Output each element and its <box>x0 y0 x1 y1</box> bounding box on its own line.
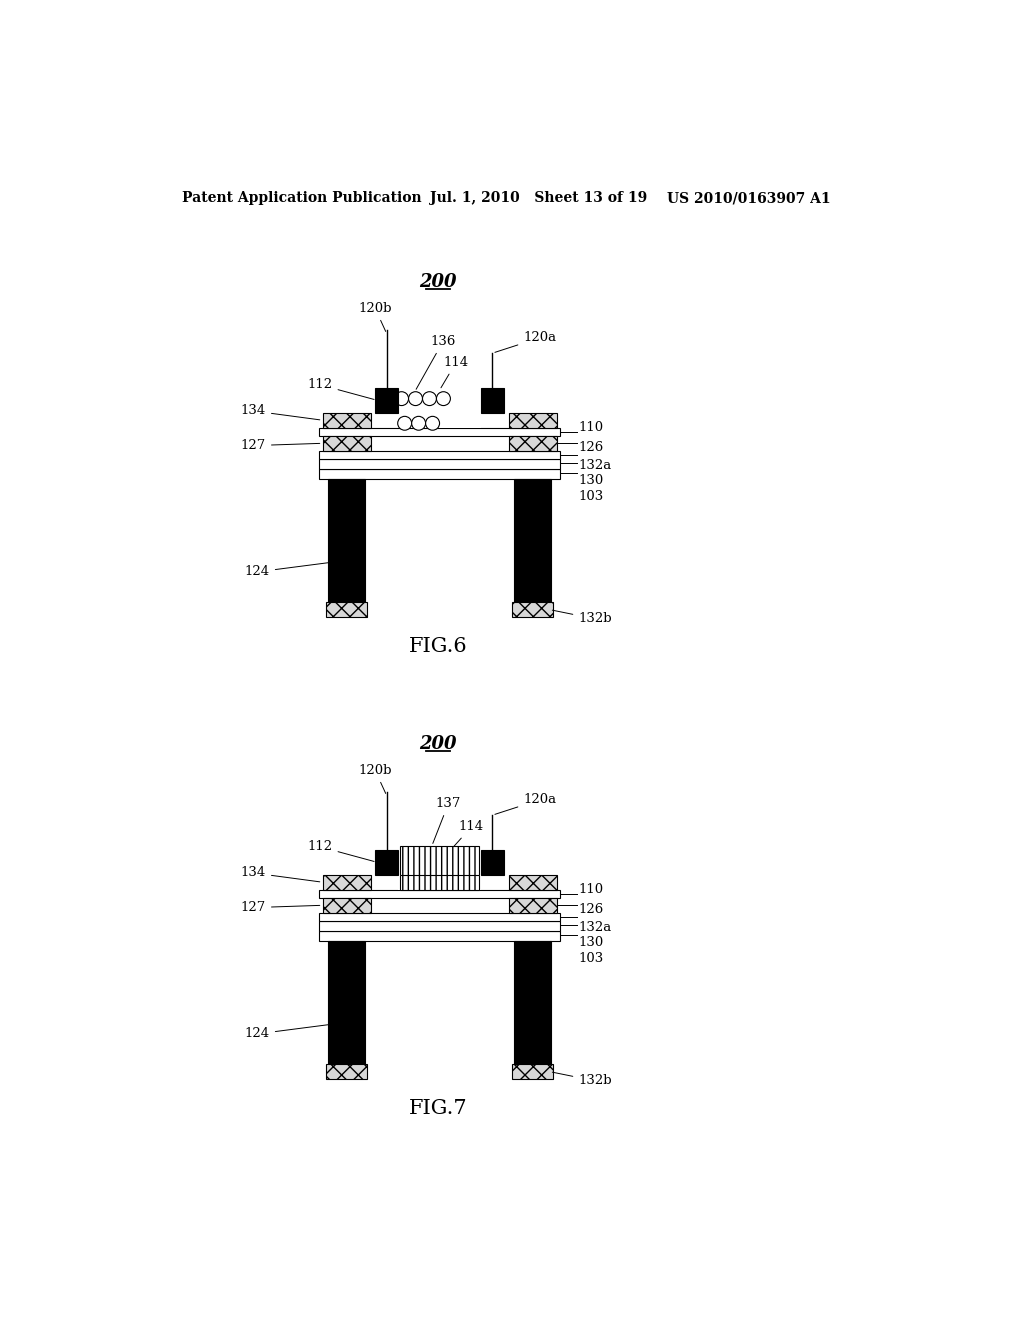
Text: 124: 124 <box>245 1023 344 1040</box>
Text: 114: 114 <box>441 356 469 388</box>
Text: 120a: 120a <box>495 793 556 814</box>
Text: 134: 134 <box>241 866 319 882</box>
Bar <box>318 459 560 469</box>
Bar <box>480 388 504 413</box>
Text: 132b: 132b <box>552 1072 612 1088</box>
Circle shape <box>436 392 451 405</box>
Circle shape <box>397 416 412 430</box>
Bar <box>514 941 551 1064</box>
Text: 120a: 120a <box>495 331 556 352</box>
Bar <box>323 412 371 428</box>
Text: 126: 126 <box>579 441 603 454</box>
Text: 126: 126 <box>579 903 603 916</box>
Text: Jul. 1, 2010   Sheet 13 of 19: Jul. 1, 2010 Sheet 13 of 19 <box>430 191 647 206</box>
Bar <box>318 451 560 459</box>
Bar <box>375 850 398 874</box>
Text: 112: 112 <box>307 841 374 862</box>
Bar <box>327 602 367 618</box>
Text: 136: 136 <box>416 335 456 389</box>
Bar <box>398 412 480 428</box>
Bar <box>323 874 371 890</box>
Bar <box>509 898 557 913</box>
Bar <box>400 846 479 878</box>
Bar <box>509 874 557 890</box>
Text: 120b: 120b <box>358 302 392 331</box>
Circle shape <box>426 416 439 430</box>
Text: 132a: 132a <box>579 921 611 935</box>
Text: FIG.7: FIG.7 <box>409 1100 467 1118</box>
Bar <box>375 388 398 413</box>
Text: 103: 103 <box>579 490 603 503</box>
Bar <box>318 469 560 479</box>
Bar <box>398 874 480 890</box>
Text: 110: 110 <box>579 883 603 896</box>
Bar <box>318 428 560 436</box>
Bar <box>323 898 371 913</box>
Bar <box>318 890 560 898</box>
Bar <box>323 436 371 451</box>
Text: 130: 130 <box>579 474 603 487</box>
Text: 110: 110 <box>579 421 603 434</box>
Bar <box>327 1064 367 1080</box>
Text: 130: 130 <box>579 936 603 949</box>
Bar <box>509 436 557 451</box>
Text: 127: 127 <box>241 902 319 915</box>
Bar <box>318 913 560 921</box>
Text: Patent Application Publication: Patent Application Publication <box>182 191 422 206</box>
Circle shape <box>412 416 426 430</box>
Text: FIG.6: FIG.6 <box>409 638 467 656</box>
Text: US 2010/0163907 A1: US 2010/0163907 A1 <box>667 191 830 206</box>
Text: 200: 200 <box>419 735 457 752</box>
Text: 137: 137 <box>433 797 461 843</box>
Text: 132b: 132b <box>552 610 612 626</box>
Bar <box>318 931 560 941</box>
Bar <box>328 479 366 602</box>
Circle shape <box>409 392 423 405</box>
Bar <box>512 1064 553 1080</box>
Text: 120b: 120b <box>358 764 392 793</box>
Text: 132a: 132a <box>579 459 611 473</box>
Text: 124: 124 <box>245 561 344 578</box>
Circle shape <box>423 392 436 405</box>
Text: 103: 103 <box>579 952 603 965</box>
Text: 114: 114 <box>450 820 484 851</box>
Bar <box>512 602 553 618</box>
Text: 112: 112 <box>307 379 374 400</box>
Circle shape <box>394 392 409 405</box>
Bar <box>509 412 557 428</box>
Text: 134: 134 <box>241 404 319 420</box>
Bar <box>328 941 366 1064</box>
Bar <box>400 874 479 890</box>
Bar <box>480 850 504 874</box>
Text: 200: 200 <box>419 273 457 290</box>
Bar <box>514 479 551 602</box>
Bar <box>318 921 560 931</box>
Text: 127: 127 <box>241 440 319 453</box>
